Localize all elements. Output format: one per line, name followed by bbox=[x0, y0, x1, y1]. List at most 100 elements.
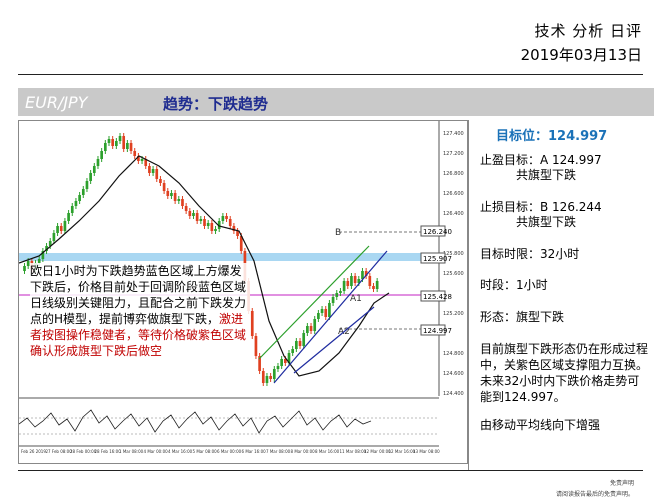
trend-label: 趋势：下跌趋势 bbox=[163, 95, 269, 113]
svg-text:125.200: 125.200 bbox=[443, 311, 464, 317]
candle-body bbox=[107, 139, 111, 143]
time-tick-label: 12 Mar 00:00 bbox=[364, 449, 391, 454]
time-tick-label: 13 Mar 08:00 bbox=[413, 449, 440, 454]
price-axis-ticks: 127.400 127.200 126.800 126.600 126.400 125.… bbox=[443, 131, 464, 397]
time-tick-label: Feb 26 2019 bbox=[21, 449, 46, 454]
resistance-zone bbox=[19, 253, 439, 261]
candle-body bbox=[335, 293, 339, 297]
candle-body bbox=[52, 233, 56, 241]
candle-body bbox=[111, 139, 115, 146]
banner: EUR/JPY 趋势：下跌趋势 bbox=[18, 88, 654, 116]
candle-body bbox=[283, 359, 287, 363]
point-b-label: B bbox=[335, 228, 341, 238]
candle-body bbox=[239, 236, 243, 251]
candle-body bbox=[115, 141, 118, 146]
candle-body bbox=[129, 143, 133, 151]
candle-body bbox=[184, 206, 188, 211]
candle-body bbox=[151, 169, 155, 173]
candle-body bbox=[74, 201, 78, 206]
candle-body bbox=[320, 309, 324, 313]
top-divider bbox=[18, 74, 643, 75]
candle-body bbox=[346, 281, 350, 286]
time-tick-label: 27 Feb 08:00 bbox=[46, 449, 73, 454]
candle-body bbox=[100, 151, 103, 159]
level-125428: 125.428 bbox=[423, 293, 452, 301]
candle-body bbox=[228, 219, 232, 226]
candle-body bbox=[203, 219, 206, 226]
candle-body bbox=[118, 136, 122, 141]
candle-body bbox=[89, 173, 92, 181]
candle-body bbox=[166, 191, 170, 196]
candle-body bbox=[217, 221, 221, 229]
candle-body bbox=[309, 326, 313, 331]
time-target: 目标时限：32小时 bbox=[480, 247, 580, 261]
candle-body bbox=[269, 376, 272, 379]
report-date: 2019年03月13日 bbox=[520, 46, 642, 64]
time-tick-label: 11 Mar 08:00 bbox=[340, 449, 367, 454]
candle-body bbox=[41, 251, 45, 259]
stop-loss-sub: 共旗型下跌 bbox=[516, 215, 577, 229]
candle-body bbox=[317, 313, 320, 319]
candle-body bbox=[48, 241, 52, 246]
svg-text:124.600: 124.600 bbox=[443, 371, 464, 377]
time-tick-label: 28 Feb 16:00 bbox=[95, 449, 122, 454]
time-tick-label: 7 Mar 08:00 bbox=[266, 449, 291, 454]
flag-lower-line-1 bbox=[273, 250, 388, 384]
report-title: 技术 分析 日评 bbox=[534, 22, 642, 40]
candle-body bbox=[261, 371, 265, 383]
svg-text:127.200: 127.200 bbox=[443, 151, 464, 157]
candle-body bbox=[181, 199, 184, 206]
candle-body bbox=[353, 276, 357, 283]
candle-body bbox=[328, 303, 331, 317]
candle-body bbox=[236, 231, 239, 236]
candle-body bbox=[276, 366, 280, 369]
svg-text:124.400: 124.400 bbox=[443, 391, 464, 397]
candle-body bbox=[63, 221, 67, 231]
currency-pair: EUR/JPY bbox=[25, 93, 88, 112]
candle-body bbox=[287, 353, 291, 363]
target-price: 目标位：124.997 bbox=[496, 129, 608, 144]
candle-body bbox=[96, 159, 100, 166]
time-tick-label: 8 Mar 16:00 bbox=[315, 449, 340, 454]
candle-body bbox=[331, 297, 335, 303]
candle-body bbox=[45, 246, 48, 251]
disclaimer-note: 请阅读报告最后的免责声明。 bbox=[555, 491, 634, 498]
candle-body bbox=[342, 281, 346, 291]
candle-body bbox=[26, 261, 30, 266]
candle-body bbox=[70, 206, 74, 213]
candle-body bbox=[177, 199, 181, 201]
candle-body bbox=[133, 151, 137, 156]
time-tick-label: 5 Mar 08:00 bbox=[193, 449, 218, 454]
candle-body bbox=[56, 226, 59, 233]
analysis-text: 目前旗型下跌形态仍在形成过程中，关紫色区域支撑阻力互换。未来32小时内下跌价格走… bbox=[480, 342, 649, 404]
timeframe: 时段：1小时 bbox=[480, 278, 548, 292]
candle-body bbox=[254, 336, 258, 356]
svg-text:126.600: 126.600 bbox=[443, 191, 464, 197]
candle-body bbox=[324, 309, 328, 317]
flag-upper-line bbox=[258, 245, 370, 360]
level-125907: 125.907 bbox=[423, 255, 452, 263]
svg-text:124.800: 124.800 bbox=[443, 351, 464, 357]
candle-body bbox=[173, 193, 177, 201]
candle-body bbox=[126, 143, 129, 149]
svg-text:127.400: 127.400 bbox=[443, 131, 464, 137]
sidebar-divider bbox=[468, 120, 469, 470]
time-tick-label: 28 Feb 00:00 bbox=[70, 449, 97, 454]
time-tick-label: 4 Mar 00:00 bbox=[144, 449, 169, 454]
candle-body bbox=[170, 193, 173, 196]
candle-body bbox=[368, 276, 372, 286]
candle-body bbox=[159, 179, 162, 183]
candle-body bbox=[350, 276, 353, 286]
candle-body bbox=[140, 159, 144, 161]
candle-body bbox=[250, 311, 254, 336]
candle-body bbox=[291, 349, 295, 353]
svg-text:125.600: 125.600 bbox=[443, 271, 464, 277]
time-tick-label: 6 Mar 00:00 bbox=[217, 449, 242, 454]
candle-body bbox=[265, 376, 269, 383]
candle-body bbox=[59, 226, 63, 231]
candle-body bbox=[372, 286, 375, 289]
candle-body bbox=[192, 213, 195, 216]
pattern: 形态：旗型下跌 bbox=[480, 310, 565, 324]
candle-body bbox=[302, 333, 306, 346]
candle-body bbox=[232, 226, 236, 231]
